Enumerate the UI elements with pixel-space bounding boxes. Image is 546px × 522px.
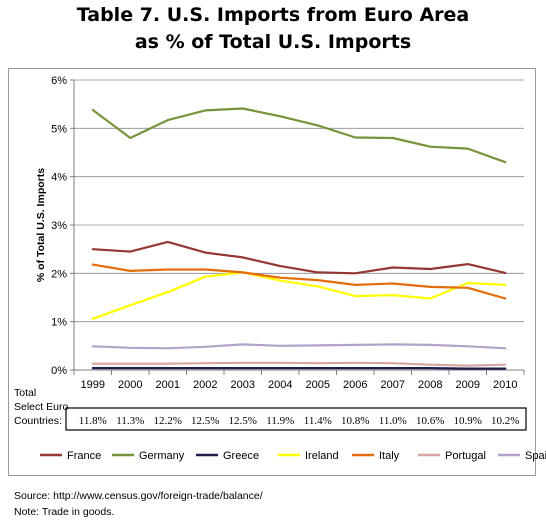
trade-note: Note: Trade in goods. [14,506,115,518]
legend-label-spain: Spain [525,450,546,462]
series-line-italy [91,263,507,300]
series-line-greece [91,367,507,370]
x-tick-label: 2001 [156,379,180,391]
x-tick-label: 2009 [456,379,480,391]
x-tick-label: 2003 [231,379,255,391]
totals-value: 10.8% [341,415,369,427]
y-tick-label: 6% [51,75,67,87]
totals-value: 11.9% [266,415,294,427]
y-tick-label: 2% [51,268,67,280]
legend-label-portugal: Portugal [445,450,486,462]
chart-title-line-2: as % of Total U.S. Imports [134,31,412,53]
y-axis-label: % of Total U.S. Imports [35,168,47,282]
totals-value: 11.0% [379,415,407,427]
y-tick-label: 0% [51,365,67,377]
totals-value: 10.9% [454,415,482,427]
x-tick-label: 2007 [381,379,405,391]
series-line-germany [91,107,507,164]
x-tick-label: 2005 [306,379,330,391]
y-tick-label: 3% [51,220,67,232]
x-tick-label: 2004 [268,379,292,391]
y-tick-label: 5% [51,123,67,135]
totals-value: 12.2% [154,415,182,427]
totals-value: 10.6% [416,415,444,427]
legend-label-italy: Italy [379,450,400,462]
x-tick-label: 2002 [193,379,217,391]
chart-panel [8,68,536,476]
legend-label-germany: Germany [139,450,185,462]
line-chart: 0% 1% 2% 3% 4% 5% 6% 1999 2000 2001 2002 2003 2004 20… [14,75,546,462]
totals-value: 11.4% [304,415,332,427]
series-line-spain [91,343,507,350]
y-tick-label: 1% [51,317,67,329]
x-tick-label: 2006 [343,379,367,391]
totals-value: 11.8% [79,415,107,427]
legend-label-ireland: Ireland [305,450,339,462]
series-line-france [91,240,507,275]
totals-label-line: Countries: [14,415,62,427]
x-tick-label: 2010 [493,379,517,391]
totals-box [65,407,527,431]
legend-label-greece: Greece [223,450,259,462]
chart-title: Table 7. U.S. Imports from Euro Area as … [0,2,546,56]
source-note: Source: http://www.census.gov/foreign-tr… [14,490,263,502]
totals-value: 10.2% [491,415,519,427]
x-tick-label: 2000 [118,379,142,391]
x-tick-label: 2008 [418,379,442,391]
totals-value: 12.5% [191,415,219,427]
x-tick-label: 1999 [81,379,105,391]
chart-title-line-1: Table 7. U.S. Imports from Euro Area [76,4,470,26]
series-line-portugal [91,361,507,367]
totals-label-line: Select Euro [14,401,68,413]
y-tick-label: 4% [51,172,67,184]
chart-footer: Source: http://www.census.gov/foreign-tr… [14,488,263,520]
legend-label-france: France [67,450,101,462]
totals-value: 11.3% [116,415,144,427]
totals-label-line: Total [14,387,36,399]
totals-value: 12.5% [229,415,257,427]
series-line-ireland [91,271,507,320]
